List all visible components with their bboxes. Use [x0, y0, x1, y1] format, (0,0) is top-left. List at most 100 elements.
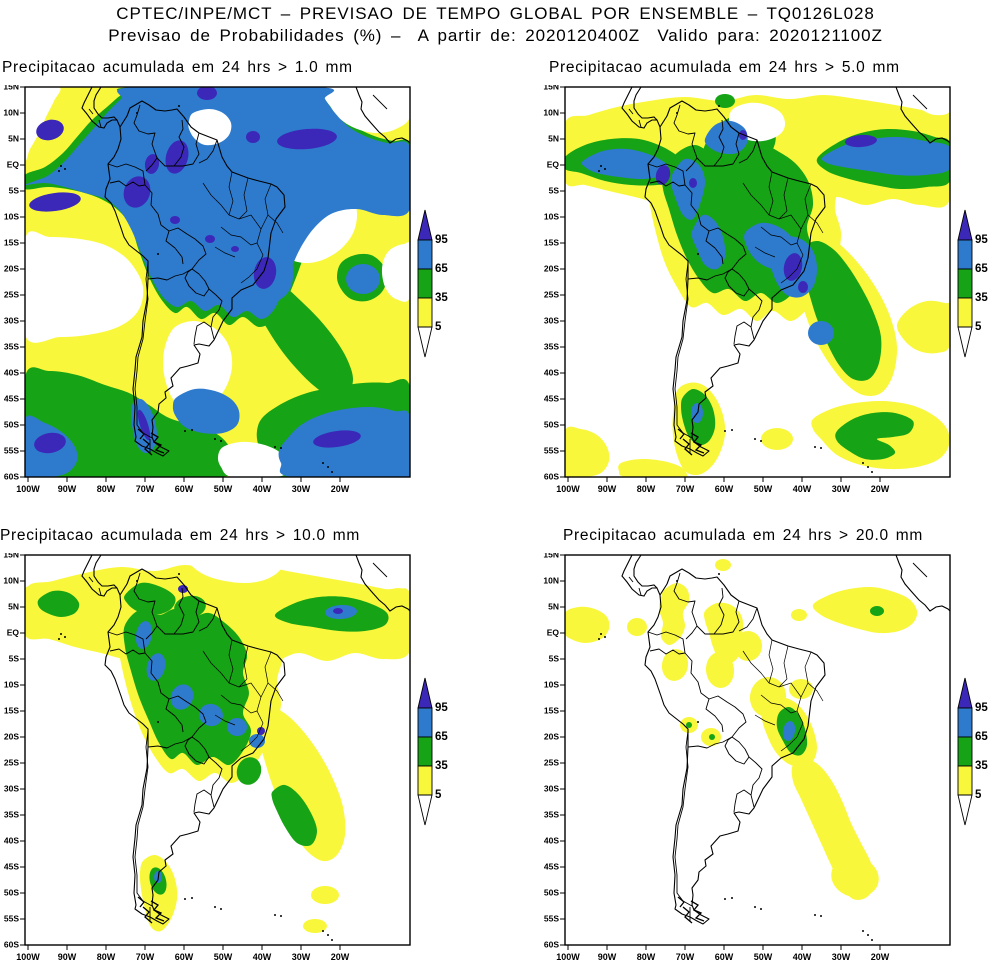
lat-tick-label: 25S [4, 757, 19, 767]
lat-tick-label: 55S [4, 445, 19, 455]
lat-tick-label: 15N [543, 85, 559, 91]
map-contour-layers [25, 555, 410, 945]
lat-tick-label: 5S [549, 185, 560, 195]
lat-tick-label: 40S [4, 367, 19, 377]
lat-tick-label: 10N [543, 107, 559, 117]
colorbar-level-label: 5 [975, 321, 982, 333]
lon-tick-label: 80W [97, 952, 116, 962]
map-precip-gt-5mm: 15N 10N 5N EQ 5S 10S 15S 20S 25S 30S 35S 40S 45S 50S 5… [543, 85, 988, 494]
colorbar-level-label: 95 [435, 234, 448, 246]
lat-tick-label: 10N [3, 575, 19, 585]
lat-tick-label: 5S [9, 653, 20, 663]
lat-tick-label: 10S [544, 679, 559, 689]
panel-title: Precipitacao acumulada em 24 hrs > 20.0 … [563, 527, 924, 544]
map-frame [564, 554, 951, 946]
lon-tick-label: 90W [58, 952, 77, 962]
lat-tick-label: EQ [547, 159, 560, 169]
panel-precip-gt-5mm: Precipitacao acumulada em 24 hrs > 5.0 m… [540, 59, 991, 494]
lon-tick-label: 80W [637, 952, 656, 962]
lat-tick-label: 55S [4, 913, 19, 923]
map-contour-layers [25, 87, 410, 477]
lon-tick-label: 40W [793, 484, 812, 494]
map-precip-gt-1mm: 15N 10N 5N EQ 5S 10S 15S 20S 25S 30S 35S 40S 45S 50S 5… [3, 85, 448, 494]
lat-tick-label: 15S [4, 705, 19, 715]
lat-tick-label: 10S [4, 679, 19, 689]
lon-tick-label: 40W [253, 484, 272, 494]
lat-tick-label: 40S [544, 835, 559, 845]
lon-tick-label: 30W [832, 484, 851, 494]
panel-title: Precipitacao acumulada em 24 hrs > 5.0 m… [549, 59, 900, 76]
lon-tick-label: 40W [793, 952, 812, 962]
lon-tick-label: 30W [292, 952, 311, 962]
colorbar-level-label: 5 [435, 789, 442, 801]
lat-tick-label: 15S [4, 237, 19, 247]
colorbar-level-label: 65 [975, 263, 988, 275]
lon-tick-label: 80W [97, 484, 116, 494]
header-line-2: Previsao de Probabilidades (%) – A parti… [108, 26, 883, 45]
lat-tick-label: 20S [544, 731, 559, 741]
lon-tick-label: 90W [598, 952, 617, 962]
colorbar-level-label: 65 [435, 263, 448, 275]
lat-tick-label: 15N [543, 553, 559, 559]
lon-tick-label: 50W [214, 952, 233, 962]
lat-tick-label: 40S [544, 367, 559, 377]
lat-tick-label: 10N [3, 107, 19, 117]
colorbar-level-label: 65 [435, 731, 448, 743]
lat-tick-label: 20S [4, 731, 19, 741]
lon-tick-label: 100W [556, 484, 580, 494]
lat-tick-label: 35S [4, 341, 19, 351]
lon-tick-label: 50W [754, 484, 773, 494]
colorbar-level-label: 95 [975, 702, 988, 714]
lat-tick-label: 15N [3, 553, 19, 559]
lat-tick-label: 5N [548, 601, 559, 611]
lat-tick-label: 25S [544, 289, 559, 299]
lon-tick-label: 20W [331, 952, 350, 962]
probability-colorbar: 95 65 35 5 [957, 677, 988, 826]
lon-tick-label: 20W [871, 484, 890, 494]
map-frame [564, 86, 951, 478]
lon-tick-label: 70W [676, 484, 695, 494]
lat-tick-label: 35S [4, 809, 19, 819]
lat-tick-label: 60S [544, 939, 559, 949]
lat-tick-label: 55S [544, 445, 559, 455]
lat-tick-label: EQ [7, 627, 20, 637]
colorbar-level-label: 35 [975, 292, 988, 304]
lon-tick-label: 60W [715, 484, 734, 494]
map-contour-layers [565, 87, 950, 477]
lat-tick-label: 15S [544, 237, 559, 247]
lat-tick-label: 20S [4, 263, 19, 273]
colorbar-level-label: 5 [435, 321, 442, 333]
lat-tick-label: 20S [544, 263, 559, 273]
header-line-1: CPTEC/INPE/MCT – PREVISAO DE TEMPO GLOBA… [116, 4, 875, 23]
colorbar-level-label: 5 [975, 789, 982, 801]
lon-tick-label: 100W [16, 952, 40, 962]
colorbar-level-label: 95 [435, 702, 448, 714]
panel-precip-gt-10mm: Precipitacao acumulada em 24 hrs > 10.0 … [0, 527, 466, 962]
lat-tick-label: EQ [547, 627, 560, 637]
lon-tick-label: 40W [253, 952, 272, 962]
lon-tick-label: 60W [175, 484, 194, 494]
lat-tick-label: 60S [4, 471, 19, 481]
map-precip-gt-20mm: 15N 10N 5N EQ 5S 10S 15S 20S 25S 30S 35S 40S 45S 50S 5… [543, 553, 988, 962]
lat-tick-label: 50S [544, 419, 559, 429]
colorbar-level-label: 35 [975, 760, 988, 772]
map-precip-gt-10mm: 15N 10N 5N EQ 5S 10S 15S 20S 25S 30S 35S 40S 45S 50S 5… [3, 553, 448, 962]
lat-tick-label: 5S [9, 185, 20, 195]
lon-tick-label: 60W [715, 952, 734, 962]
colorbar-level-label: 65 [975, 731, 988, 743]
lat-tick-label: 35S [544, 809, 559, 819]
lat-tick-label: 30S [4, 783, 19, 793]
lat-tick-label: 40S [4, 835, 19, 845]
lon-tick-label: 70W [136, 484, 155, 494]
lon-tick-label: 80W [637, 484, 656, 494]
lat-tick-label: 45S [544, 861, 559, 871]
lon-tick-label: 70W [676, 952, 695, 962]
lat-tick-label: 5N [8, 133, 19, 143]
lon-tick-label: 20W [331, 484, 350, 494]
map-frame [24, 86, 411, 478]
lat-tick-label: 5N [8, 601, 19, 611]
lon-tick-label: 30W [832, 952, 851, 962]
lat-tick-label: 5N [548, 133, 559, 143]
probability-colorbar: 95 65 35 5 [417, 209, 448, 358]
lon-tick-label: 20W [871, 952, 890, 962]
